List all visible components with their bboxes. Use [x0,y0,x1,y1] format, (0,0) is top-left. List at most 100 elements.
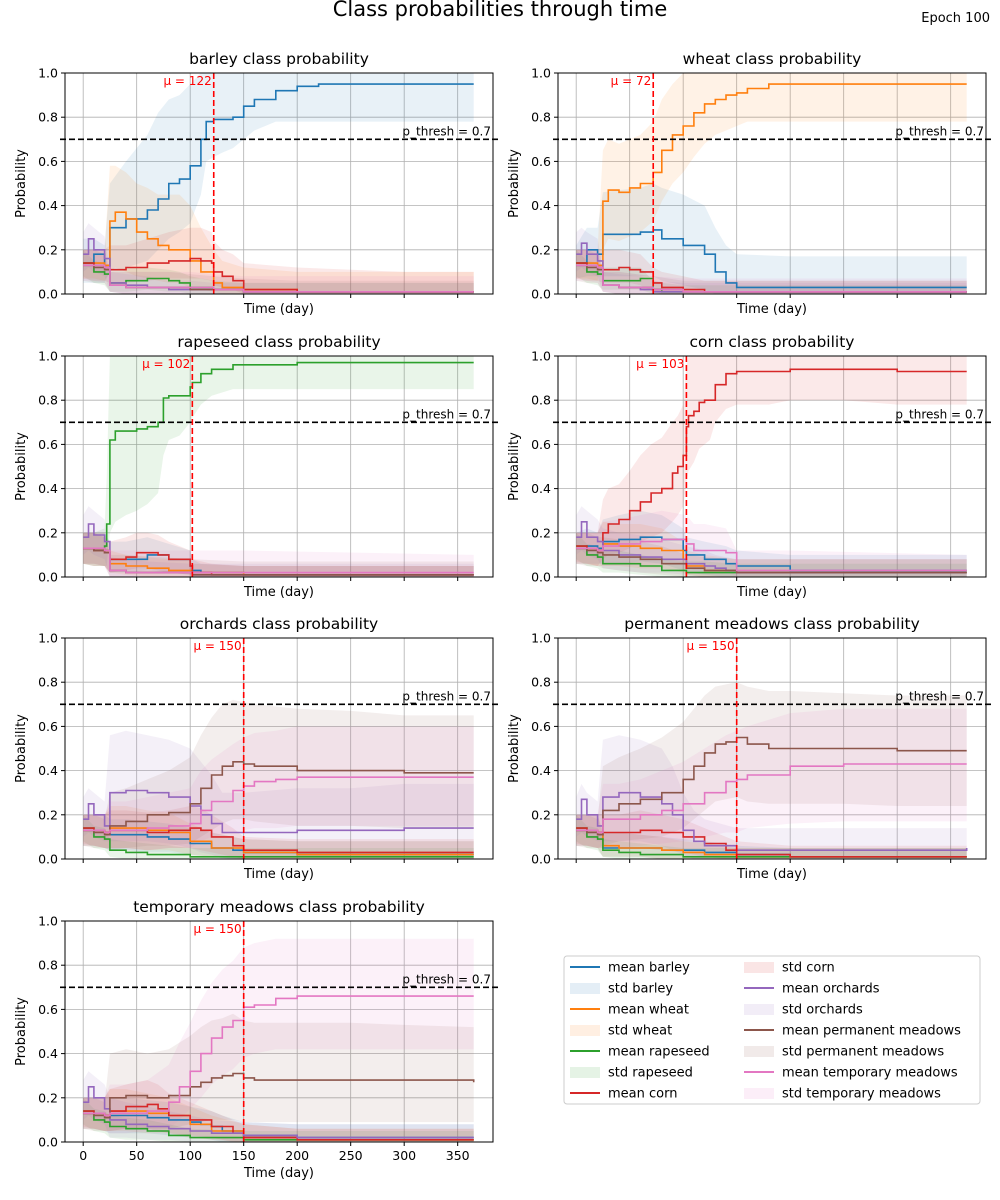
y-tick-label: 0.2 [38,1090,58,1105]
mu-label: μ = 103 [636,357,684,371]
y-tick-label: 1.0 [38,631,58,646]
legend-label: mean wheat [608,1003,689,1018]
y-tick-label: 0.8 [531,110,551,125]
y-axis-label: Probability [507,432,522,501]
subplot-title: temporary meadows class probability [133,898,425,916]
legend-entry: std permanent meadows [744,1045,944,1060]
mean-line-temporary_meadows [576,538,967,572]
y-tick-label: 0.6 [38,437,58,452]
y-tick-label: 0.0 [531,570,551,585]
std-band-temporary_meadows [576,510,967,577]
std-band-wheat [83,806,474,859]
legend-patch-swatch [744,1088,774,1099]
std-band-rapeseed [576,814,967,859]
mean-line-orchards [83,789,474,834]
y-tick-label: 0.0 [531,852,551,867]
x-tick-label: 50 [129,1148,145,1163]
legend-label: mean barley [608,961,690,976]
y-tick-label: 0.6 [38,154,58,169]
legend-label: mean permanent meadows [782,1024,961,1039]
subplot-6: p_thresh = 0.7 μ = 150 0.0 0.2 0.4 0.6 0.8 1.0 0… [14,898,499,1181]
std-band-orchards [576,735,967,859]
y-axis-label: Probability [14,432,29,501]
legend-label: std corn [782,961,835,976]
mu-label: μ = 150 [193,922,241,936]
legend-patch-swatch [744,1004,774,1015]
subplot-title: orchards class probability [180,615,378,633]
figure-title: Class probabilities through time [333,0,668,21]
std-band-barley [576,814,967,859]
legend-label: std orchards [782,1003,863,1018]
y-tick-label: 0.4 [38,198,58,213]
y-tick-label: 0.6 [531,719,551,734]
y-tick-label: 0.4 [531,198,551,213]
x-axis-label: Time (day) [736,302,807,317]
plot-content [83,699,474,859]
y-tick-label: 0.8 [38,958,58,973]
std-band-corn [83,227,474,294]
mean-line-temporary_meadows [83,264,474,293]
x-tick-label: 150 [232,1148,256,1163]
y-tick-label: 1.0 [38,349,58,364]
mean-line-rapeseed [576,827,967,858]
y-tick-label: 0.8 [531,393,551,408]
std-band-rapeseed [83,814,474,859]
std-band-permanent_meadows [83,1013,474,1131]
legend-patch-swatch [570,1025,600,1036]
legend-entry: std rapeseed [570,1066,693,1081]
legend-entry: mean permanent meadows [744,1024,961,1039]
legend-entry: mean barley [570,961,690,976]
legend-label: std permanent meadows [782,1045,944,1060]
mean-line-temporary_meadows [83,995,474,1117]
subplot-5: p_thresh = 0.7 μ = 150 0.0 0.2 0.4 0.6 0.8 1.0 p… [507,615,992,882]
std-band-rapeseed [576,532,967,577]
y-tick-label: 0.2 [531,525,551,540]
legend-entry: std wheat [570,1024,672,1039]
y-tick-label: 0.2 [531,807,551,822]
legend-label: mean corn [608,1087,677,1102]
std-band-temporary_meadows [576,708,967,848]
mean-line-rapeseed [83,1110,474,1141]
mean-line-temporary_meadows [576,763,967,834]
std-band-barley [83,1097,474,1142]
std-band-orchards [83,223,474,294]
std-band-barley [576,183,967,294]
y-tick-label: 0.0 [38,852,58,867]
std-band-wheat [576,814,967,859]
std-band-temporary_meadows [83,532,474,577]
plot-content [83,73,474,294]
y-tick-label: 0.0 [531,287,551,302]
std-band-permanent_meadows [576,249,967,294]
std-band-temporary_meadows [83,726,474,851]
subplot-2: p_thresh = 0.7 μ = 102 0.0 0.2 0.4 0.6 0.8 1.0 r… [14,333,499,600]
x-tick-label: 0 [79,1148,87,1163]
y-tick-label: 0.6 [531,154,551,169]
legend-label: mean temporary meadows [782,1066,958,1081]
threshold-label: p_thresh = 0.7 [402,407,491,421]
mean-line-temporary_meadows [576,264,967,293]
y-tick-label: 0.4 [531,481,551,496]
y-tick-label: 0.4 [38,1046,58,1061]
mean-line-temporary_meadows [83,776,474,834]
subplot-title: rapeseed class probability [177,333,380,351]
legend-entry: std orchards [744,1003,863,1018]
legend-entry: mean wheat [570,1003,689,1018]
x-axis-label: Time (day) [243,867,314,882]
legend-entry: mean corn [570,1087,677,1102]
axes-frame [557,72,987,295]
std-band-barley [83,73,474,283]
std-band-wheat [576,73,967,281]
mean-line-wheat [83,211,474,293]
legend-label: mean rapeseed [608,1045,710,1060]
mean-line-rapeseed [83,827,474,858]
y-axis-label: Probability [507,714,522,783]
x-tick-label: 100 [178,1148,202,1163]
std-band-rapeseed [576,249,967,294]
y-tick-label: 0.6 [38,1002,58,1017]
subplot-title: corn class probability [690,333,855,351]
legend-entry: std corn [744,961,835,976]
y-tick-label: 1.0 [531,66,551,81]
x-tick-label: 200 [285,1148,309,1163]
y-axis-label: Probability [14,997,29,1066]
mu-label: μ = 102 [142,357,190,371]
